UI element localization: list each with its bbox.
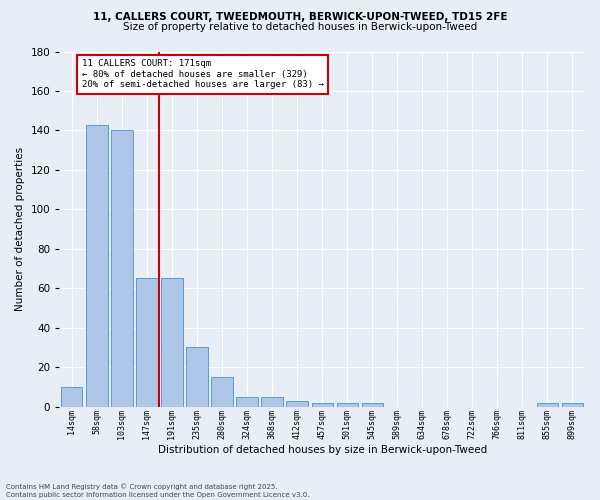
Y-axis label: Number of detached properties: Number of detached properties (15, 147, 25, 311)
Bar (262, 397, 283, 406)
Bar (86, 124, 107, 406)
X-axis label: Distribution of detached houses by size in Berwick-upon-Tweed: Distribution of detached houses by size … (158, 445, 487, 455)
Bar (362, 402, 383, 406)
Text: 11, CALLERS COURT, TWEEDMOUTH, BERWICK-UPON-TWEED, TD15 2FE: 11, CALLERS COURT, TWEEDMOUTH, BERWICK-U… (93, 12, 507, 22)
Text: 11 CALLERS COURT: 171sqm
← 80% of detached houses are smaller (329)
20% of semi-: 11 CALLERS COURT: 171sqm ← 80% of detach… (82, 60, 324, 89)
Bar (61, 387, 82, 406)
Text: Contains HM Land Registry data © Crown copyright and database right 2025.
Contai: Contains HM Land Registry data © Crown c… (6, 484, 310, 498)
Bar (236, 397, 258, 406)
Bar (161, 278, 182, 406)
Bar (537, 402, 558, 406)
Bar (136, 278, 158, 406)
Text: Size of property relative to detached houses in Berwick-upon-Tweed: Size of property relative to detached ho… (123, 22, 477, 32)
Bar (337, 402, 358, 406)
Bar (562, 402, 583, 406)
Bar (211, 377, 233, 406)
Bar (286, 400, 308, 406)
Bar (111, 130, 133, 406)
Bar (311, 402, 333, 406)
Bar (187, 348, 208, 406)
